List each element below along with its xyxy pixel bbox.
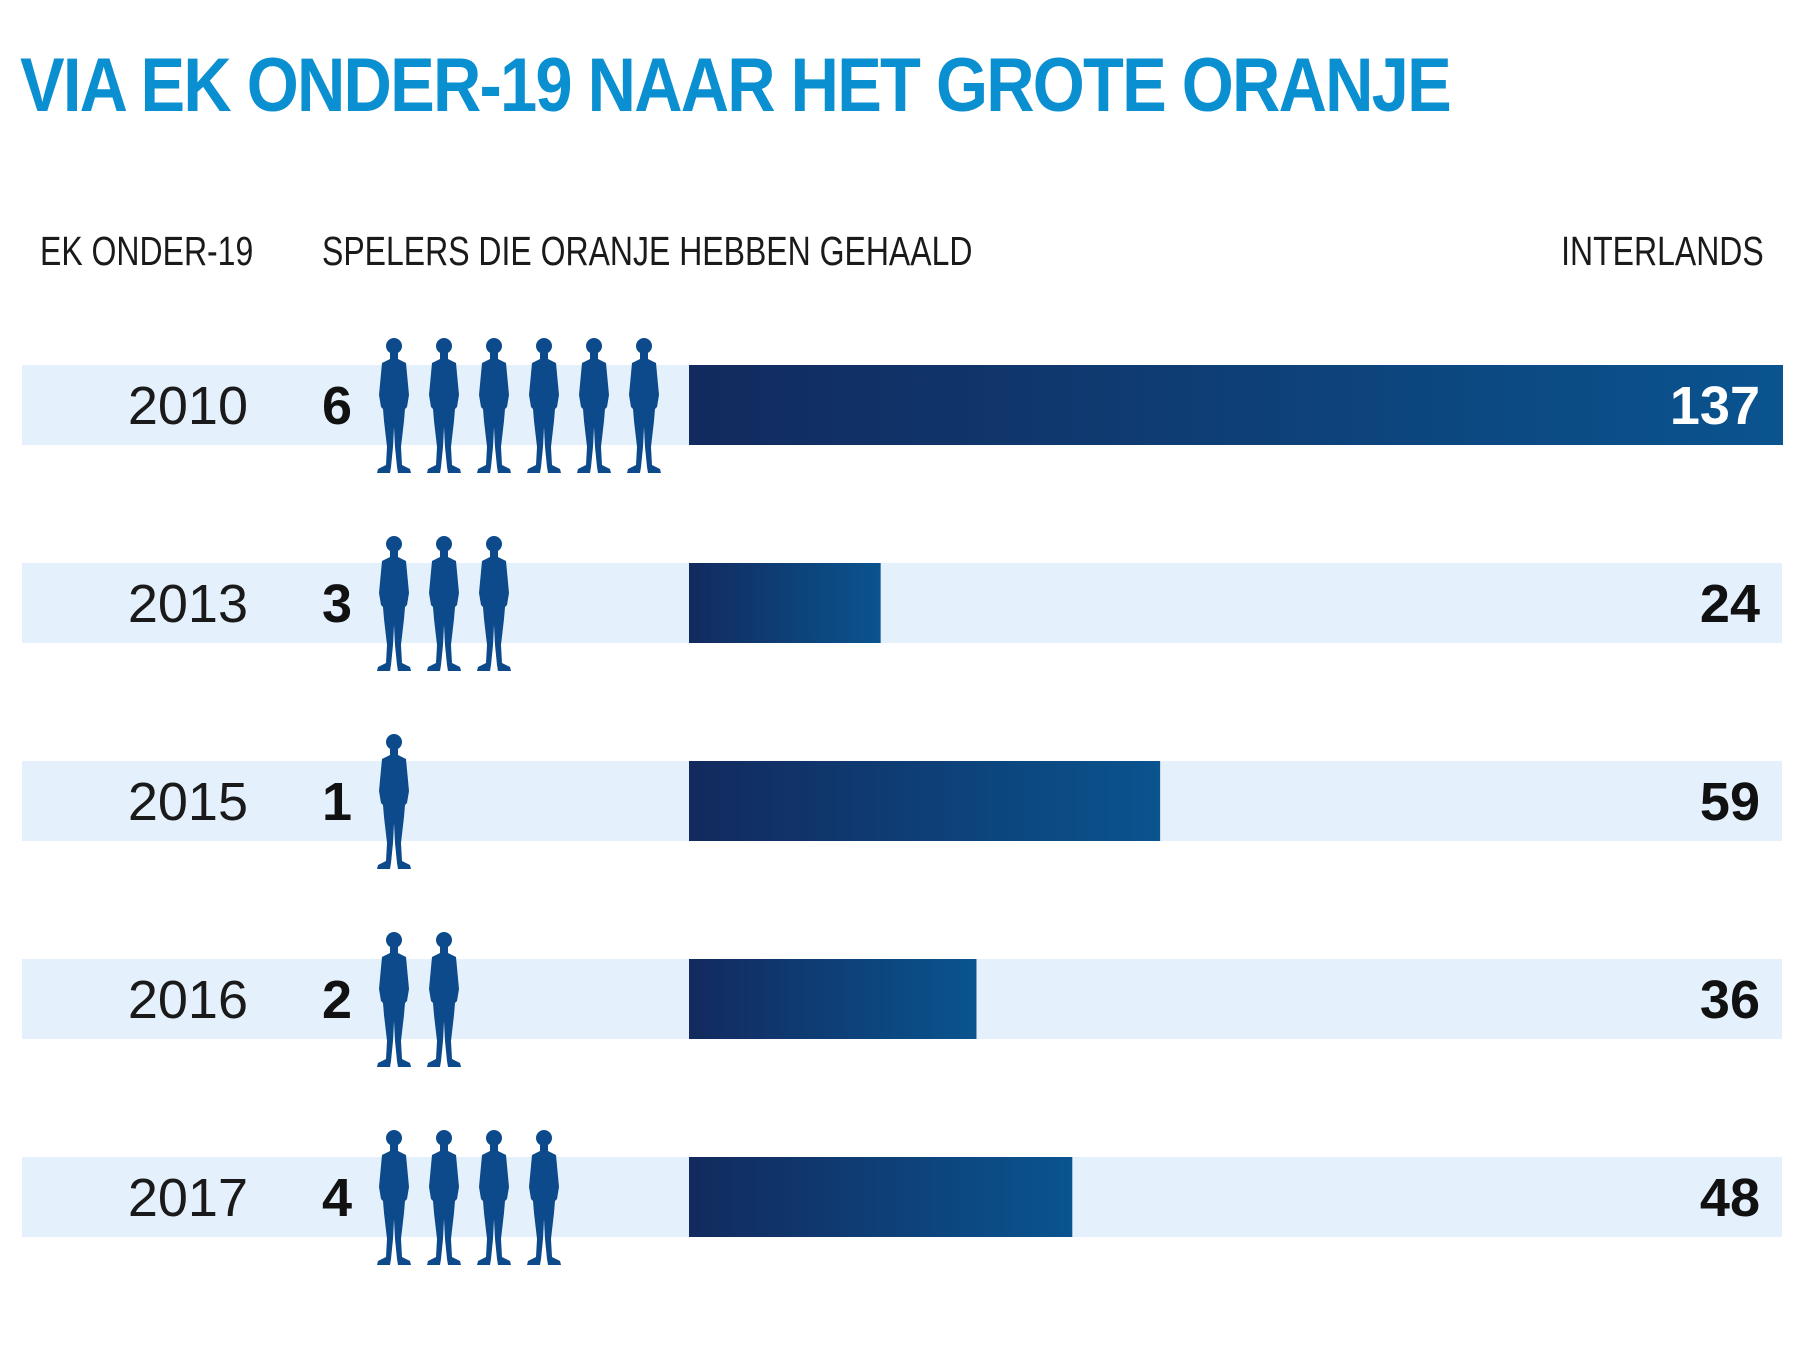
- value-label: 48: [1700, 1168, 1760, 1228]
- player-count-label: 4: [322, 1168, 352, 1228]
- player-silhouette-icon: [477, 1130, 511, 1265]
- bar-2015: [689, 761, 1161, 841]
- player-count-label: 1: [322, 772, 352, 832]
- bar-2010: [689, 365, 1783, 445]
- player-silhouette-icon: [477, 338, 511, 473]
- player-count-label: 2: [322, 970, 352, 1030]
- player-silhouette-icon: [377, 932, 411, 1067]
- row-2015: 2015 1 59: [22, 734, 1782, 869]
- year-label: 2015: [128, 772, 248, 832]
- value-label: 59: [1700, 772, 1760, 832]
- player-silhouette-icon: [427, 536, 461, 671]
- chart-title: VIA EK ONDER-19 NAAR HET GROTE ORANJE: [20, 43, 1452, 128]
- year-label: 2013: [128, 574, 248, 634]
- row-2016: 2016 2 36: [22, 932, 1782, 1067]
- player-count-label: 6: [322, 376, 352, 436]
- player-silhouette-icon: [427, 1130, 461, 1265]
- row-2013: 2013 3 24: [22, 536, 1782, 671]
- player-count-label: 3: [322, 574, 352, 634]
- bar-2016: [689, 959, 977, 1039]
- header-year: EK ONDER-19: [40, 228, 254, 274]
- player-silhouette-icon: [377, 338, 411, 473]
- year-label: 2017: [128, 1168, 248, 1228]
- value-label: 36: [1700, 970, 1760, 1030]
- bar-2017: [689, 1157, 1073, 1237]
- player-silhouette-icon: [477, 536, 511, 671]
- player-silhouette-icon: [427, 932, 461, 1067]
- bar-2013: [689, 563, 881, 643]
- value-label: 24: [1700, 574, 1760, 634]
- player-silhouette-icon: [527, 1130, 561, 1265]
- player-silhouette-icon: [377, 1130, 411, 1265]
- year-label: 2010: [128, 376, 248, 436]
- row-band: [22, 563, 1782, 643]
- player-silhouette-icon: [577, 338, 611, 473]
- header-caps: INTERLANDS: [1561, 228, 1764, 274]
- year-label: 2016: [128, 970, 248, 1030]
- row-2017: 2017 4 48: [22, 1130, 1782, 1265]
- value-label: 137: [1670, 376, 1760, 436]
- row-2010: 2010 6 137: [22, 338, 1783, 473]
- player-silhouette-icon: [527, 338, 561, 473]
- header-players: SPELERS DIE ORANJE HEBBEN GEHAALD: [322, 228, 973, 274]
- player-silhouette-icon: [377, 734, 411, 869]
- player-silhouette-icon: [427, 338, 461, 473]
- player-silhouette-icon: [627, 338, 661, 473]
- player-silhouette-icon: [377, 536, 411, 671]
